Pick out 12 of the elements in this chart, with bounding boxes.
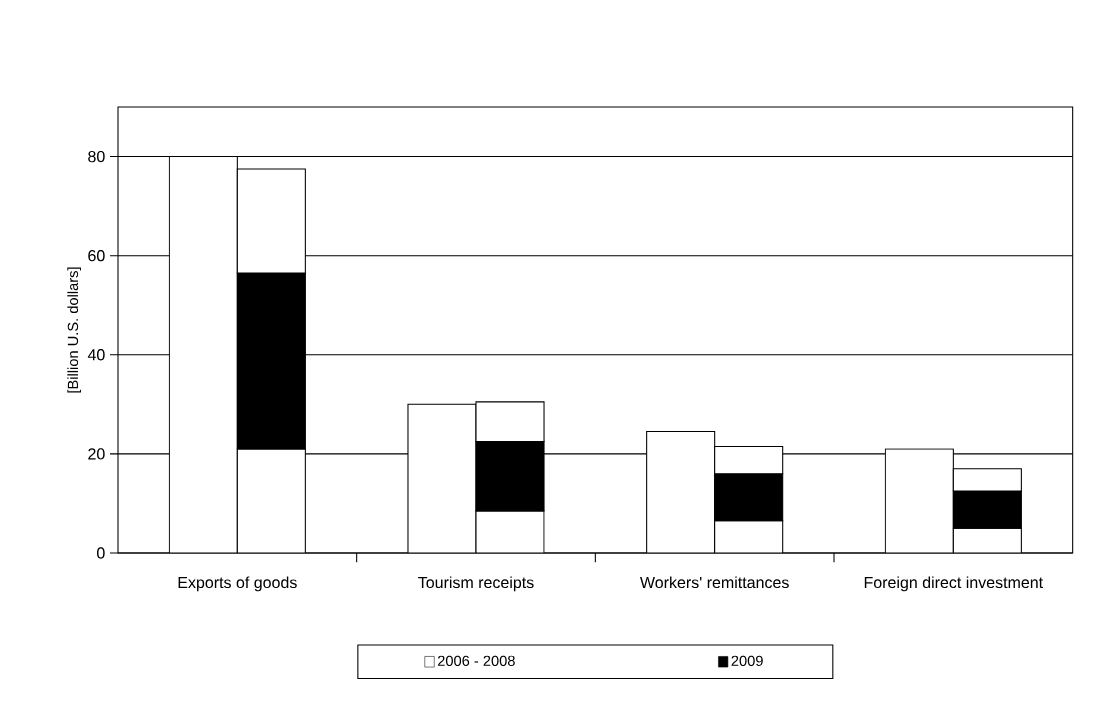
y-tick-label: 0 — [97, 547, 105, 559]
legend-label: 2009 — [731, 655, 763, 667]
y-axis-title: [Billion U.S. dollars] — [67, 267, 81, 393]
x-tick-label: Exports of goods — [178, 576, 297, 592]
x-tick-label: Foreign direct investment — [864, 576, 1043, 592]
legend-label: 2006 - 2008 — [437, 655, 515, 667]
y-tick-label: 40 — [87, 349, 105, 361]
x-tick-label: Tourism receipts — [418, 576, 534, 592]
y-tick-label: 20 — [88, 448, 105, 460]
y-tick-label: 60 — [88, 250, 105, 262]
x-tick-label: Workers' remittances — [640, 576, 789, 589]
y-tick-label: 80 — [88, 150, 105, 163]
